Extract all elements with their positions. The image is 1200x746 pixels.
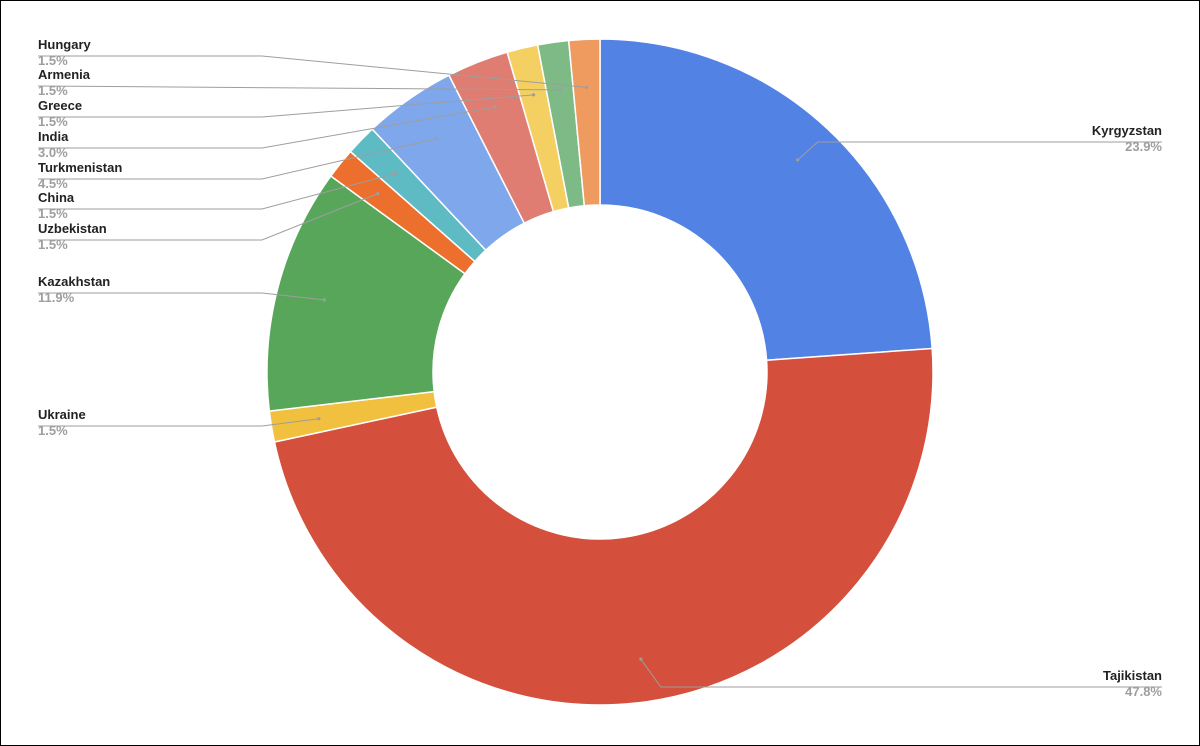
label-hungary: Hungary [38,37,92,52]
labels-group: Kyrgyzstan23.9%Tajikistan47.8%Ukraine1.5… [38,37,1162,699]
slice-hungary [567,38,601,207]
pct-label-armenia: 1.5% [38,83,68,98]
label-turkmenistan: Turkmenistan [38,160,122,175]
leader-lines-group [37,55,1162,688]
leader-line-kazakhstan [38,292,325,301]
leader-dot-armenia [558,88,562,92]
leader-line-china [38,173,396,210]
label-kazakhstan: Kazakhstan [38,274,110,289]
label-india: India [38,129,69,144]
label-armenia: Armenia [38,67,91,82]
leader-line-ukraine [38,418,319,427]
label-tajikistan: Tajikistan [1103,668,1162,683]
label-greece: Greece [38,98,82,113]
slice-kyrgyzstan [599,38,933,362]
pct-label-india: 3.0% [38,145,68,160]
label-uzbekistan: Uzbekistan [38,221,107,236]
leader-line-turkmenistan [38,138,437,180]
pct-label-china: 1.5% [38,206,68,221]
leader-line-kyrgyzstan [797,141,1162,161]
leader-dot-hungary [584,85,589,89]
leader-dot-china [393,171,398,176]
label-china: China [38,190,75,205]
pct-label-turkmenistan: 4.5% [38,176,68,191]
slices-group [266,38,934,706]
slice-tajikistan [273,347,934,706]
leader-line-greece [38,94,534,118]
pct-label-kyrgyzstan: 23.9% [1125,139,1162,154]
label-ukraine: Ukraine [38,407,86,422]
pct-label-hungary: 1.5% [38,53,68,68]
leader-line-uzbekistan [38,193,378,241]
leader-line-tajikistan [640,658,1162,688]
pct-label-tajikistan: 47.8% [1125,684,1162,699]
pct-label-kazakhstan: 11.9% [38,290,75,305]
pct-label-uzbekistan: 1.5% [38,237,68,252]
leader-line-hungary [38,55,587,88]
pct-label-greece: 1.5% [38,114,68,129]
leader-line-armenia [37,85,560,91]
label-kyrgyzstan: Kyrgyzstan [1092,123,1162,138]
leader-line-india [38,106,496,149]
pct-label-ukraine: 1.5% [38,423,68,438]
slice-kazakhstan [266,174,467,412]
